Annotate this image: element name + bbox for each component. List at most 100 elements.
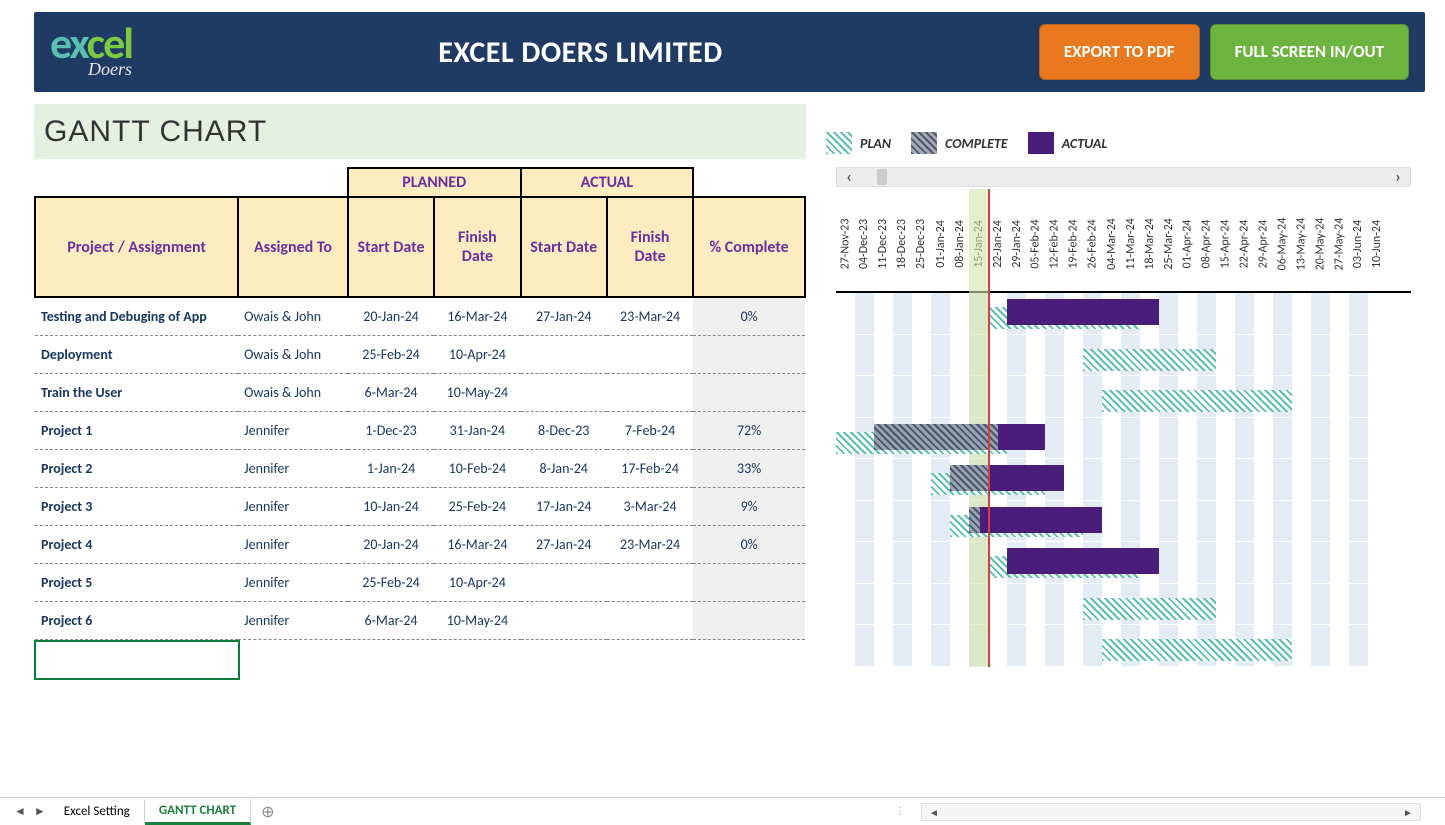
legend-plan-label: PLAN [860, 135, 891, 152]
cell-project[interactable]: Project 5 [35, 564, 238, 602]
table-row[interactable]: Project 6 Jennifer 6-Mar-24 10-May-24 [35, 602, 805, 640]
tab-last-icon[interactable]: ► [30, 804, 50, 819]
cell-pfinish[interactable]: 10-Apr-24 [434, 564, 520, 602]
cell-project[interactable]: Testing and Debuging of App [35, 297, 238, 336]
table-row[interactable]: Project 1 Jennifer 1-Dec-23 31-Jan-24 8-… [35, 412, 805, 450]
cell-afinish[interactable]: 23-Mar-24 [607, 526, 693, 564]
cell-assigned[interactable]: Owais & John [238, 336, 348, 374]
cell-assigned[interactable]: Jennifer [238, 488, 348, 526]
scroll-right-icon[interactable]: › [1386, 168, 1410, 186]
cell-pstart[interactable]: 1-Dec-23 [348, 412, 434, 450]
fullscreen-button[interactable]: FULL SCREEN IN/OUT [1210, 24, 1409, 80]
cell-pfinish[interactable]: 10-Feb-24 [434, 450, 520, 488]
cell-astart[interactable]: 27-Jan-24 [521, 297, 607, 336]
cell-complete[interactable] [693, 602, 805, 640]
date-label: 25-Mar-24 [1162, 218, 1176, 270]
table-row[interactable]: Project 4 Jennifer 20-Jan-24 16-Mar-24 2… [35, 526, 805, 564]
tab-nav[interactable]: ◄ ► [10, 804, 50, 819]
horizontal-scrollbar[interactable]: ◄ ► [921, 803, 1421, 821]
cell-afinish[interactable] [607, 374, 693, 412]
cell-astart[interactable]: 8-Dec-23 [521, 412, 607, 450]
cell-pstart[interactable]: 6-Mar-24 [348, 374, 434, 412]
date-label: 05-Feb-24 [1029, 219, 1043, 268]
scroll-left-icon[interactable]: ‹ [837, 168, 861, 186]
cell-astart[interactable] [521, 602, 607, 640]
cell-pstart[interactable]: 10-Jan-24 [348, 488, 434, 526]
cell-complete[interactable]: 0% [693, 526, 805, 564]
cell-assigned[interactable]: Jennifer [238, 450, 348, 488]
cell-pfinish[interactable]: 25-Feb-24 [434, 488, 520, 526]
cell-project[interactable]: Project 1 [35, 412, 238, 450]
cell-afinish[interactable] [607, 602, 693, 640]
cell-astart[interactable] [521, 564, 607, 602]
cell-assigned[interactable]: Owais & John [238, 297, 348, 336]
scroll-thumb[interactable] [877, 169, 887, 185]
cell-pstart[interactable]: 6-Mar-24 [348, 602, 434, 640]
table-row[interactable]: Deployment Owais & John 25-Feb-24 10-Apr… [35, 336, 805, 374]
tab-excel-setting[interactable]: Excel Setting [50, 800, 145, 823]
cell-project[interactable]: Deployment [35, 336, 238, 374]
table-row[interactable]: Project 2 Jennifer 1-Jan-24 10-Feb-24 8-… [35, 450, 805, 488]
hscroll-left-icon[interactable]: ◄ [922, 803, 946, 821]
cell-pfinish[interactable]: 16-Mar-24 [434, 297, 520, 336]
cell-project[interactable]: Project 6 [35, 602, 238, 640]
table-row[interactable]: Project 3 Jennifer 10-Jan-24 25-Feb-24 1… [35, 488, 805, 526]
cell-afinish[interactable]: 23-Mar-24 [607, 297, 693, 336]
tab-gantt-chart[interactable]: GANTT CHART [145, 799, 251, 825]
date-label: 25-Dec-23 [915, 219, 929, 269]
cell-assigned[interactable]: Owais & John [238, 374, 348, 412]
cell-complete[interactable] [693, 374, 805, 412]
date-column: 13-May-24 [1292, 189, 1311, 291]
date-label: 12-Feb-24 [1048, 219, 1062, 268]
cell-astart[interactable] [521, 374, 607, 412]
selected-cell[interactable] [34, 640, 240, 680]
cell-complete[interactable] [693, 564, 805, 602]
cell-astart[interactable]: 17-Jan-24 [521, 488, 607, 526]
date-label: 11-Dec-23 [877, 219, 891, 269]
cell-astart[interactable] [521, 336, 607, 374]
table-row[interactable]: Testing and Debuging of App Owais & John… [35, 297, 805, 336]
hscroll-right-icon[interactable]: ► [1396, 803, 1420, 821]
cell-pstart[interactable]: 25-Feb-24 [348, 336, 434, 374]
cell-complete[interactable]: 33% [693, 450, 805, 488]
cell-complete[interactable]: 9% [693, 488, 805, 526]
cell-astart[interactable]: 8-Jan-24 [521, 450, 607, 488]
cell-project[interactable]: Project 2 [35, 450, 238, 488]
title-row: GANTT CHART PLAN COMPLETE ACTUAL [34, 104, 1445, 159]
export-pdf-button[interactable]: EXPORT TO PDF [1039, 24, 1200, 80]
cell-afinish[interactable]: 3-Mar-24 [607, 488, 693, 526]
cell-pfinish[interactable]: 10-May-24 [434, 374, 520, 412]
cell-assigned[interactable]: Jennifer [238, 412, 348, 450]
cell-project[interactable]: Train the User [35, 374, 238, 412]
tab-first-icon[interactable]: ◄ [10, 804, 30, 819]
cell-assigned[interactable]: Jennifer [238, 526, 348, 564]
table-row[interactable]: Project 5 Jennifer 25-Feb-24 10-Apr-24 [35, 564, 805, 602]
gantt-scrollbar[interactable]: ‹ › [836, 167, 1411, 187]
cell-project[interactable]: Project 4 [35, 526, 238, 564]
table-row[interactable]: Train the User Owais & John 6-Mar-24 10-… [35, 374, 805, 412]
cell-assigned[interactable]: Jennifer [238, 602, 348, 640]
cell-assigned[interactable]: Jennifer [238, 564, 348, 602]
add-sheet-button[interactable]: ⊕ [251, 802, 284, 822]
date-label: 19-Feb-24 [1067, 219, 1081, 268]
cell-complete[interactable]: 72% [693, 412, 805, 450]
cell-pfinish[interactable]: 16-Mar-24 [434, 526, 520, 564]
date-column: 20-May-24 [1311, 189, 1330, 291]
cell-afinish[interactable]: 7-Feb-24 [607, 412, 693, 450]
cell-pstart[interactable]: 20-Jan-24 [348, 526, 434, 564]
date-column: 27-Nov-23 [836, 189, 855, 291]
cell-pstart[interactable]: 20-Jan-24 [348, 297, 434, 336]
cell-afinish[interactable] [607, 336, 693, 374]
cell-pstart[interactable]: 25-Feb-24 [348, 564, 434, 602]
cell-astart[interactable]: 27-Jan-24 [521, 526, 607, 564]
cell-pstart[interactable]: 1-Jan-24 [348, 450, 434, 488]
cell-afinish[interactable]: 17-Feb-24 [607, 450, 693, 488]
cell-afinish[interactable] [607, 564, 693, 602]
cell-complete[interactable]: 0% [693, 297, 805, 336]
cell-complete[interactable] [693, 336, 805, 374]
date-label: 06-May-24 [1276, 218, 1290, 271]
cell-pfinish[interactable]: 31-Jan-24 [434, 412, 520, 450]
cell-project[interactable]: Project 3 [35, 488, 238, 526]
cell-pfinish[interactable]: 10-Apr-24 [434, 336, 520, 374]
cell-pfinish[interactable]: 10-May-24 [434, 602, 520, 640]
